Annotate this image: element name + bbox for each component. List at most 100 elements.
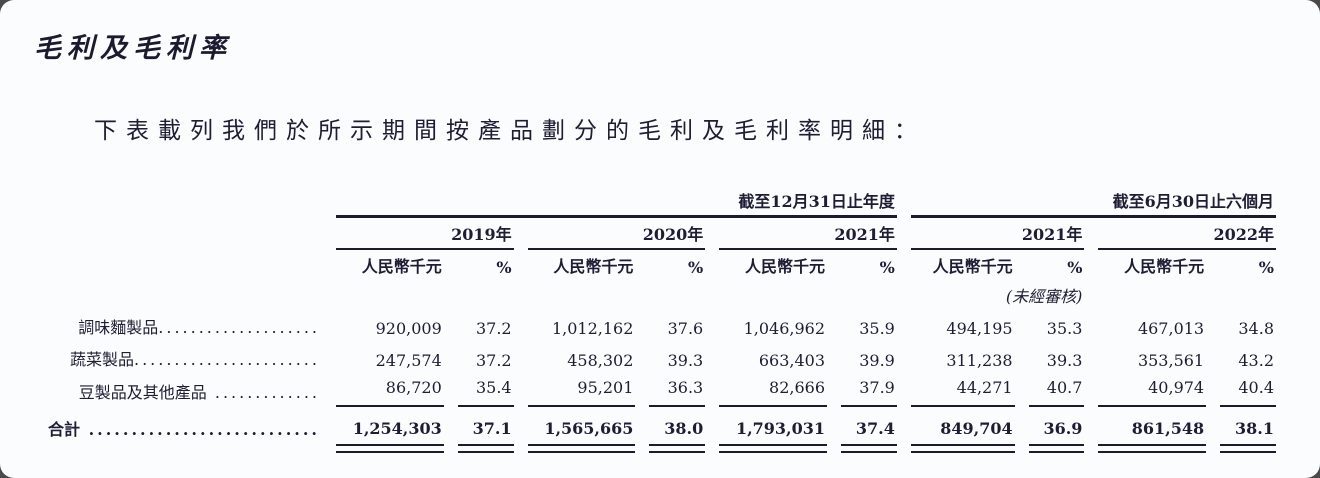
row-label: 合計 ...........................	[46, 407, 322, 446]
percent-header: %	[688, 258, 704, 277]
cell-amount: 458,302	[567, 351, 634, 370]
cell-amount: 1,793,031	[719, 407, 828, 446]
table-row-seasoned-flour-products: 調味麵製品.................... 920,009 37.2 1…	[46, 310, 1276, 342]
cell-percent: 39.3	[1046, 351, 1083, 370]
cell-percent: 37.2	[475, 351, 512, 370]
double-rule	[1220, 446, 1276, 453]
row-label-text: 合計	[48, 420, 81, 439]
cell-amount: 920,009	[375, 319, 442, 338]
cell-amount: 311,238	[946, 351, 1013, 370]
cell-amount: 86,720	[335, 374, 444, 407]
year-header-2019: 2019年	[335, 218, 514, 250]
cell-percent: 39.3	[667, 351, 704, 370]
double-rule	[335, 446, 444, 453]
table-row-vegetable-products: 蔬菜製品....................... 247,574 37.2…	[46, 342, 1276, 374]
row-label-text: 蔬菜製品	[69, 350, 134, 369]
double-rule	[649, 446, 706, 453]
cell-percent: 36.9	[1028, 407, 1085, 446]
cell-percent: 35.3	[1046, 319, 1083, 338]
cell-percent: 40.7	[1028, 374, 1085, 407]
empty-cell	[1098, 280, 1276, 310]
double-rule	[457, 446, 514, 453]
percent-header: %	[1258, 258, 1274, 277]
empty-cell	[46, 218, 322, 250]
cell-percent: 38.1	[1220, 407, 1276, 446]
cell-amount: 1,565,665	[527, 407, 636, 446]
year-header-2021-interim: 2021年	[910, 218, 1085, 250]
cell-percent: 37.9	[841, 374, 897, 407]
cell-amount: 861,548	[1098, 407, 1207, 446]
cell-amount: 247,574	[375, 351, 442, 370]
percent-header: %	[1067, 258, 1083, 277]
empty-cell	[46, 185, 322, 218]
unit-header: 人民幣千元	[1124, 257, 1205, 276]
cell-amount: 1,046,962	[743, 319, 826, 338]
table-row-total: 合計 ........................... 1,254,303…	[46, 407, 1276, 446]
year-header-2021: 2021年	[719, 218, 897, 250]
double-rule	[719, 446, 828, 453]
table-row-bean-and-other-products: 豆製品及其他產品 ............. 86,720 35.4 95,20…	[46, 374, 1276, 407]
row-label-text: 調味麵製品	[78, 318, 159, 337]
period-group-annual: 截至12月31日止年度	[335, 185, 897, 218]
dot-leader: ...........................	[80, 420, 320, 439]
cell-percent: 40.4	[1220, 374, 1276, 407]
cell-amount: 1,254,303	[335, 407, 444, 446]
row-label: 調味麵製品....................	[46, 310, 322, 342]
empty-cell	[46, 446, 322, 453]
cell-amount: 40,974	[1098, 374, 1207, 407]
year-header-2022-interim: 2022年	[1098, 218, 1276, 250]
cell-percent: 35.9	[859, 319, 895, 338]
empty-cell	[336, 280, 897, 310]
row-label: 蔬菜製品.......................	[46, 342, 322, 374]
empty-cell	[46, 280, 322, 310]
unaudited-note: (未經審核)	[1005, 287, 1083, 306]
cell-amount: 494,195	[946, 319, 1013, 338]
dot-leader: ....................	[158, 318, 320, 337]
page-title: 毛利及毛利率	[34, 33, 232, 64]
table-row-sub-headers: 人民幣千元 % 人民幣千元 % 人民幣千元 % 人民幣千元 % 人民幣千元 %	[46, 250, 1276, 280]
cell-amount: 849,704	[910, 407, 1015, 446]
unit-header: 人民幣千元	[553, 257, 634, 276]
cell-percent: 37.2	[475, 319, 512, 338]
double-rule	[1028, 446, 1085, 453]
cell-percent: 38.0	[649, 407, 706, 446]
table-row-group-headers: 截至12月31日止年度 截至6月30日止六個月	[46, 185, 1276, 218]
cell-amount: 82,666	[719, 374, 828, 407]
cell-percent: 34.8	[1238, 319, 1274, 338]
cell-amount: 44,271	[910, 374, 1015, 407]
cell-percent: 39.9	[859, 351, 895, 370]
cell-percent: 37.4	[841, 407, 897, 446]
gross-profit-table: 截至12月31日止年度 截至6月30日止六個月 2019年 2020年 2021…	[32, 185, 1290, 453]
unit-header: 人民幣千元	[932, 257, 1013, 276]
percent-header: %	[879, 258, 895, 277]
row-label: 豆製品及其他產品 .............	[46, 374, 322, 407]
cell-amount: 95,201	[527, 374, 636, 407]
double-rule	[841, 446, 897, 453]
cell-amount: 353,561	[1137, 351, 1205, 370]
cell-amount: 663,403	[758, 351, 826, 370]
double-rule	[527, 446, 636, 453]
cell-percent: 37.1	[457, 407, 514, 446]
cell-percent: 37.6	[667, 319, 704, 338]
table-row-total-double-rule	[46, 446, 1276, 453]
cell-amount: 467,013	[1137, 319, 1205, 338]
percent-header: %	[496, 258, 512, 277]
unit-header: 人民幣千元	[745, 257, 826, 276]
table-row-unaudited-note: (未經審核)	[46, 280, 1276, 310]
double-rule	[910, 446, 1015, 453]
table-row-year-headers: 2019年 2020年 2021年 2021年 2022年	[46, 218, 1276, 250]
cell-percent: 36.3	[649, 374, 706, 407]
year-header-2020: 2020年	[527, 218, 706, 250]
unit-header: 人民幣千元	[361, 257, 442, 276]
cell-amount: 1,012,162	[551, 319, 634, 338]
dot-leader: .............	[206, 383, 320, 402]
dot-leader: .......................	[134, 350, 320, 369]
empty-cell	[46, 250, 322, 280]
double-rule	[1098, 446, 1207, 453]
row-label-text: 豆製品及其他產品	[78, 383, 207, 402]
cell-percent: 35.4	[457, 374, 514, 407]
period-group-interim: 截至6月30日止六個月	[910, 185, 1276, 218]
intro-text: 下表載列我們於所示期間按產品劃分的毛利及毛利率明細：	[94, 118, 926, 144]
cell-percent: 43.2	[1238, 351, 1274, 370]
